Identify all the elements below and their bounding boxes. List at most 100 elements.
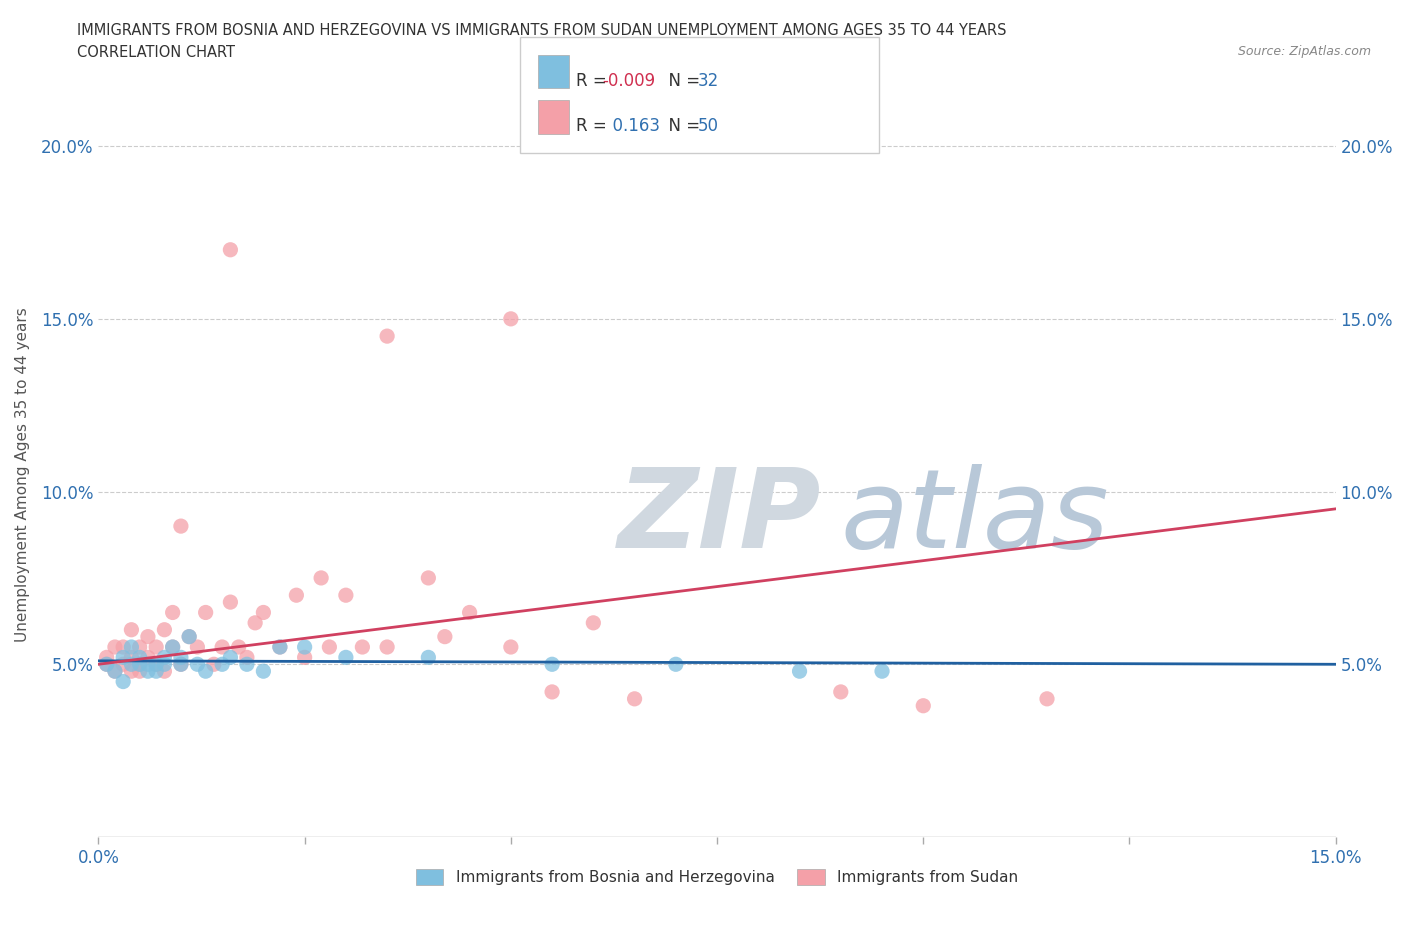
Point <box>136 657 159 671</box>
Point <box>309 570 332 585</box>
Point <box>582 616 605 631</box>
Point <box>136 650 159 665</box>
Point <box>219 594 242 609</box>
Point <box>499 312 522 326</box>
Point <box>294 640 316 655</box>
Point <box>112 657 135 671</box>
Point <box>128 657 150 671</box>
Point <box>194 664 217 679</box>
Point <box>830 684 852 699</box>
Point <box>120 657 142 671</box>
Point <box>294 650 316 665</box>
Text: R =: R = <box>576 117 613 135</box>
Point <box>236 650 259 665</box>
Point <box>145 664 167 679</box>
Point <box>170 657 193 671</box>
Point <box>145 657 167 671</box>
Point <box>136 664 159 679</box>
Text: ZIP: ZIP <box>619 464 821 571</box>
Point <box>375 328 398 343</box>
Point <box>541 657 564 671</box>
Point <box>145 640 167 655</box>
Point <box>120 640 142 655</box>
Point <box>153 622 176 637</box>
Point <box>375 640 398 655</box>
Point <box>96 657 118 671</box>
Point <box>112 674 135 689</box>
Point <box>912 698 935 713</box>
Text: Source: ZipAtlas.com: Source: ZipAtlas.com <box>1237 45 1371 58</box>
Text: 50: 50 <box>697 117 718 135</box>
Point <box>186 640 208 655</box>
Point <box>162 605 184 620</box>
Text: CORRELATION CHART: CORRELATION CHART <box>77 45 235 60</box>
Point <box>433 630 456 644</box>
Y-axis label: Unemployment Among Ages 35 to 44 years: Unemployment Among Ages 35 to 44 years <box>15 307 30 642</box>
Point <box>120 622 142 637</box>
Point <box>269 640 291 655</box>
Point <box>186 657 208 671</box>
Point <box>112 650 135 665</box>
Point <box>170 650 193 665</box>
Text: N =: N = <box>658 72 706 89</box>
Point <box>128 650 150 665</box>
Point <box>96 657 118 671</box>
Text: R =: R = <box>576 72 613 89</box>
Point <box>665 657 688 671</box>
Text: N =: N = <box>658 117 706 135</box>
Point <box>285 588 308 603</box>
Text: IMMIGRANTS FROM BOSNIA AND HERZEGOVINA VS IMMIGRANTS FROM SUDAN UNEMPLOYMENT AMO: IMMIGRANTS FROM BOSNIA AND HERZEGOVINA V… <box>77 23 1007 38</box>
Text: 32: 32 <box>697 72 718 89</box>
Point <box>170 657 193 671</box>
Point <box>269 640 291 655</box>
Point <box>128 640 150 655</box>
Point <box>128 657 150 671</box>
Point <box>170 519 193 534</box>
Point <box>104 664 127 679</box>
Point <box>541 684 564 699</box>
Point <box>458 605 481 620</box>
Point <box>162 640 184 655</box>
Point <box>252 664 274 679</box>
Point <box>153 657 176 671</box>
Point <box>128 664 150 679</box>
Point <box>179 630 201 644</box>
Point <box>104 664 127 679</box>
Text: atlas: atlas <box>841 464 1109 571</box>
Point <box>153 650 176 665</box>
Point <box>418 650 440 665</box>
Point <box>228 640 250 655</box>
Point <box>136 630 159 644</box>
Point <box>145 657 167 671</box>
Point <box>870 664 893 679</box>
Point <box>352 640 374 655</box>
Point <box>211 640 233 655</box>
Point <box>335 650 357 665</box>
Text: 0.163: 0.163 <box>602 117 659 135</box>
Point <box>96 650 118 665</box>
Point <box>153 664 176 679</box>
Point <box>120 664 142 679</box>
Point <box>252 605 274 620</box>
Point <box>211 657 233 671</box>
Point <box>623 691 645 706</box>
Point <box>162 640 184 655</box>
Point <box>243 616 266 631</box>
Point <box>219 650 242 665</box>
Point <box>318 640 340 655</box>
Point <box>104 640 127 655</box>
Text: -0.009: -0.009 <box>602 72 655 89</box>
Point <box>179 630 201 644</box>
Point <box>202 657 225 671</box>
Point <box>219 243 242 258</box>
Point <box>194 605 217 620</box>
Point <box>236 657 259 671</box>
Point <box>335 588 357 603</box>
Point <box>418 570 440 585</box>
Point <box>112 640 135 655</box>
Point <box>120 650 142 665</box>
Point <box>789 664 811 679</box>
Point <box>499 640 522 655</box>
Point <box>1036 691 1059 706</box>
Legend: Immigrants from Bosnia and Herzegovina, Immigrants from Sudan: Immigrants from Bosnia and Herzegovina, … <box>409 863 1025 891</box>
